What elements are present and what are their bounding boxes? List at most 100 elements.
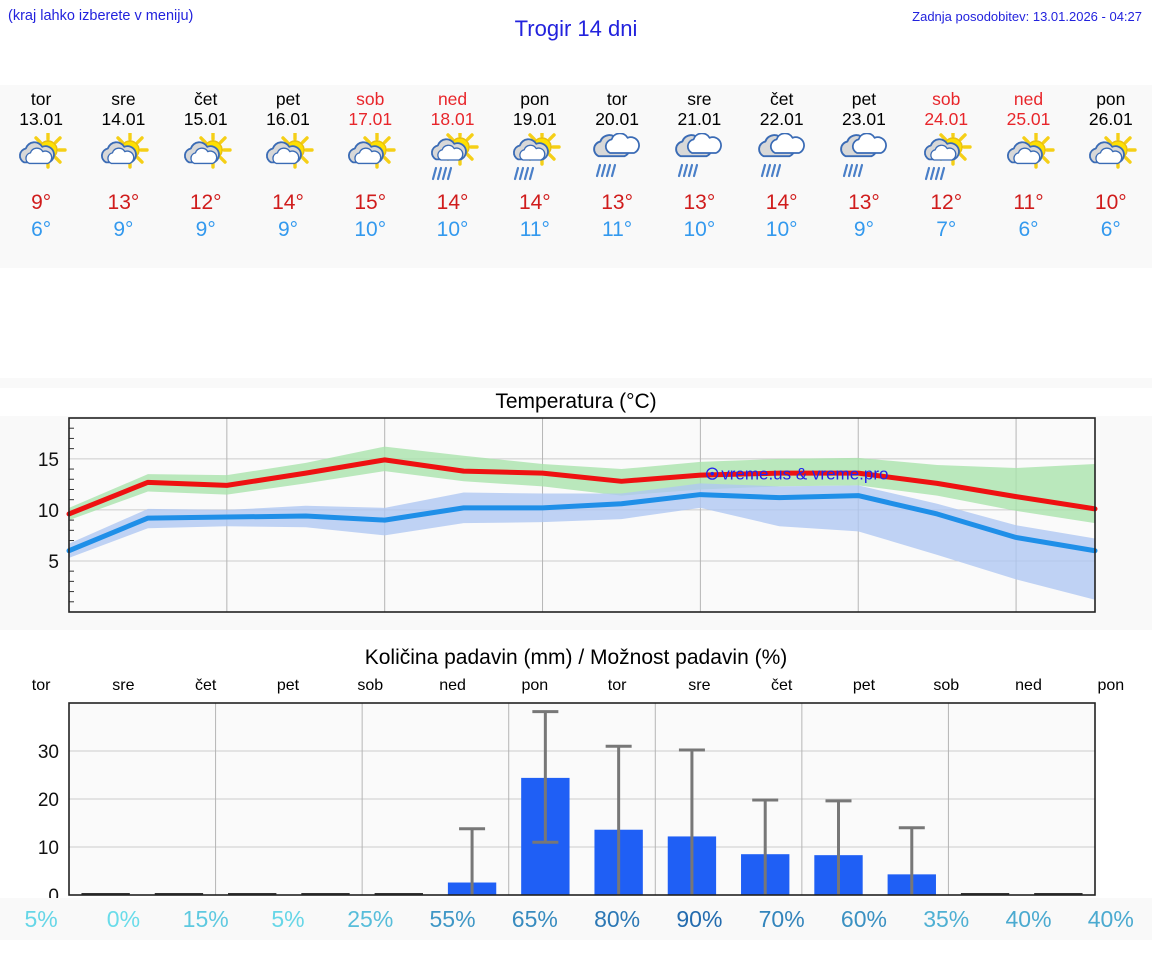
temperature-min: 9°: [195, 218, 216, 241]
daily-forecast-strip: tor 13.01 9° 6° sre 14.01 13° 9° čet 15.01 12° 9° pe…: [0, 85, 1152, 268]
precipitation-day-label: pet: [276, 677, 300, 694]
day-date: 15.01: [183, 109, 228, 129]
precipitation-probability: 40%: [1087, 906, 1134, 932]
day-date: 21.01: [677, 109, 722, 129]
precipitation-probability: 80%: [594, 906, 641, 932]
temperature-max: 10°: [1094, 191, 1127, 214]
day-name: čet: [194, 89, 218, 109]
temperature-chart-title: Temperatura (°C): [0, 388, 1152, 416]
temperature-min: 10°: [683, 218, 716, 241]
precipitation-day-label: sre: [688, 677, 711, 694]
temperature-min: 6°: [1100, 218, 1121, 241]
sun-cloud-icon: [10, 133, 72, 185]
precipitation-probability: 5%: [271, 906, 305, 932]
day-column[interactable]: tor 20.01 13° 11°: [576, 85, 658, 268]
day-name: čet: [769, 89, 794, 109]
temperature-max: 9°: [31, 191, 52, 214]
day-date: 14.01: [101, 109, 146, 129]
precipitation-day-label: ned: [439, 677, 466, 694]
day-column[interactable]: ned 18.01 14° 10°: [411, 85, 493, 268]
precipitation-day-label: pon: [1097, 677, 1125, 694]
day-column[interactable]: pon 26.01 10° 6°: [1070, 85, 1152, 268]
sun-cloud-icon: [339, 133, 401, 185]
sun-cloud-rain-icon: [915, 133, 977, 185]
day-name: sre: [687, 89, 712, 109]
day-name: pet: [275, 89, 301, 109]
sun-cloud-icon: [1080, 133, 1142, 185]
precipitation-day-label: čet: [195, 677, 217, 694]
sun-cloud-rain-icon: [422, 133, 484, 185]
cloud-rain-icon: [586, 133, 648, 185]
cloud-rain-icon: [751, 133, 813, 185]
precipitation-probability: 5%: [24, 906, 58, 932]
temperature-max: 14°: [436, 191, 469, 214]
precipitation-probability: 70%: [758, 906, 805, 932]
precipitation-probability: 65%: [511, 906, 558, 932]
day-date: 23.01: [842, 109, 886, 129]
temperature-max: 13°: [683, 191, 716, 214]
day-column[interactable]: tor 13.01 9° 6°: [0, 85, 82, 268]
precipitation-chart: 0 10 20 30: [38, 702, 1096, 898]
day-column[interactable]: pet 23.01 13° 9°: [823, 85, 905, 268]
precipitation-probability-row: 5% 0% 15% 5% 25% 55% 65% 80% 90% 70% 60% 35% 40% 40%: [0, 898, 1152, 940]
temperature-max: 11°: [1013, 191, 1044, 214]
precipitation-day-label: pon: [521, 677, 549, 694]
day-column[interactable]: ned 25.01 11° 6°: [987, 85, 1069, 268]
temperature-min: 10°: [765, 218, 798, 241]
precipitation-probability: 0%: [106, 906, 141, 932]
day-column[interactable]: pon 19.01 14° 11°: [494, 85, 576, 268]
day-column[interactable]: čet 22.01 14° 10°: [741, 85, 823, 268]
day-column[interactable]: sre 14.01 13° 9°: [82, 85, 164, 268]
day-date: 25.01: [1006, 109, 1051, 129]
day-name: sob: [932, 89, 961, 109]
temperature-min: 9°: [113, 218, 134, 241]
day-name: tor: [606, 89, 628, 109]
temperature-max: 13°: [601, 191, 633, 214]
day-date: 20.01: [595, 109, 639, 129]
day-name: ned: [437, 89, 468, 109]
day-date: 13.01: [19, 109, 64, 129]
temperature-min: 11°: [519, 218, 550, 241]
day-name: pon: [1096, 89, 1126, 109]
day-name: sob: [356, 89, 385, 109]
temperature-max: 13°: [848, 191, 880, 214]
cloud-rain-icon: [833, 133, 895, 185]
temperature-min: 11°: [602, 218, 633, 241]
svg-text:20: 20: [38, 790, 59, 811]
precipitation-day-label: čet: [771, 677, 793, 694]
sun-cloud-icon: [175, 133, 237, 185]
temperature-min: 9°: [853, 218, 874, 241]
precipitation-day-labels: tor sre čet pet sob ned pon tor sre čet pet sob ned p…: [0, 672, 1152, 700]
precipitation-chart-title: Količina padavin (mm) / Možnost padavin …: [364, 646, 788, 669]
temperature-max: 13°: [107, 191, 140, 214]
sun-cloud-rain-icon: [504, 133, 566, 185]
day-name: tor: [30, 89, 52, 109]
svg-text:30: 30: [38, 742, 59, 763]
temperature-max: 14°: [272, 191, 304, 214]
precipitation-day-label: tor: [607, 677, 627, 694]
page-title: Trogir 14 dni: [514, 16, 638, 41]
precipitation-probability: 25%: [347, 906, 394, 932]
precipitation-day-label: ned: [1015, 677, 1042, 694]
day-column[interactable]: sre 21.01 13° 10°: [658, 85, 740, 268]
day-column[interactable]: sob 17.01 15° 10°: [329, 85, 411, 268]
precipitation-day-label: sre: [112, 677, 135, 694]
temperature-min: 7°: [936, 218, 957, 241]
svg-text:15: 15: [38, 450, 59, 471]
day-column[interactable]: sob 24.01 12° 7°: [905, 85, 987, 268]
svg-text:10: 10: [38, 501, 59, 522]
temperature-min: 6°: [31, 218, 52, 241]
svg-text:0: 0: [48, 886, 59, 898]
precipitation-day-label: pet: [852, 677, 876, 694]
precipitation-probability: 40%: [1005, 906, 1052, 932]
temperature-max: 12°: [189, 191, 222, 214]
temperature-max: 14°: [765, 191, 798, 214]
cloud-rain-icon: [668, 133, 730, 185]
day-column[interactable]: pet 16.01 14° 9°: [247, 85, 329, 268]
day-column[interactable]: čet 15.01 12° 9°: [165, 85, 247, 268]
temperature-min: 10°: [354, 218, 387, 241]
svg-text:10: 10: [38, 838, 59, 859]
bottom-spacer: [0, 940, 1152, 975]
day-date: 22.01: [759, 109, 804, 129]
day-date: 19.01: [512, 109, 557, 129]
